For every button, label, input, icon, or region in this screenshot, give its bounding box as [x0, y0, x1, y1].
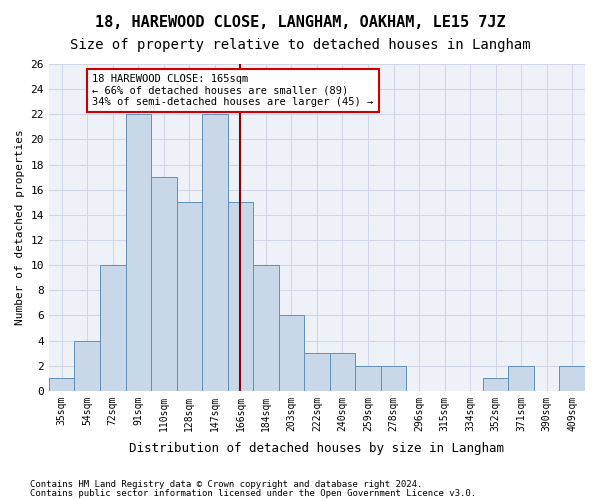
Bar	[151, 177, 176, 391]
Bar	[355, 366, 381, 391]
Bar	[330, 353, 355, 391]
Bar	[253, 265, 278, 391]
Bar	[49, 378, 74, 391]
Text: 18 HAREWOOD CLOSE: 165sqm
← 66% of detached houses are smaller (89)
34% of semi-: 18 HAREWOOD CLOSE: 165sqm ← 66% of detac…	[92, 74, 374, 108]
Bar	[74, 340, 100, 391]
X-axis label: Distribution of detached houses by size in Langham: Distribution of detached houses by size …	[130, 442, 505, 455]
Bar	[508, 366, 534, 391]
Y-axis label: Number of detached properties: Number of detached properties	[15, 130, 25, 326]
Bar	[381, 366, 406, 391]
Bar	[100, 265, 125, 391]
Text: Contains HM Land Registry data © Crown copyright and database right 2024.: Contains HM Land Registry data © Crown c…	[30, 480, 422, 489]
Bar	[227, 202, 253, 391]
Bar	[304, 353, 330, 391]
Text: Size of property relative to detached houses in Langham: Size of property relative to detached ho…	[70, 38, 530, 52]
Text: Contains public sector information licensed under the Open Government Licence v3: Contains public sector information licen…	[30, 488, 476, 498]
Bar	[278, 316, 304, 391]
Bar	[559, 366, 585, 391]
Bar	[125, 114, 151, 391]
Text: 18, HAREWOOD CLOSE, LANGHAM, OAKHAM, LE15 7JZ: 18, HAREWOOD CLOSE, LANGHAM, OAKHAM, LE1…	[95, 15, 505, 30]
Bar	[202, 114, 227, 391]
Bar	[483, 378, 508, 391]
Bar	[176, 202, 202, 391]
